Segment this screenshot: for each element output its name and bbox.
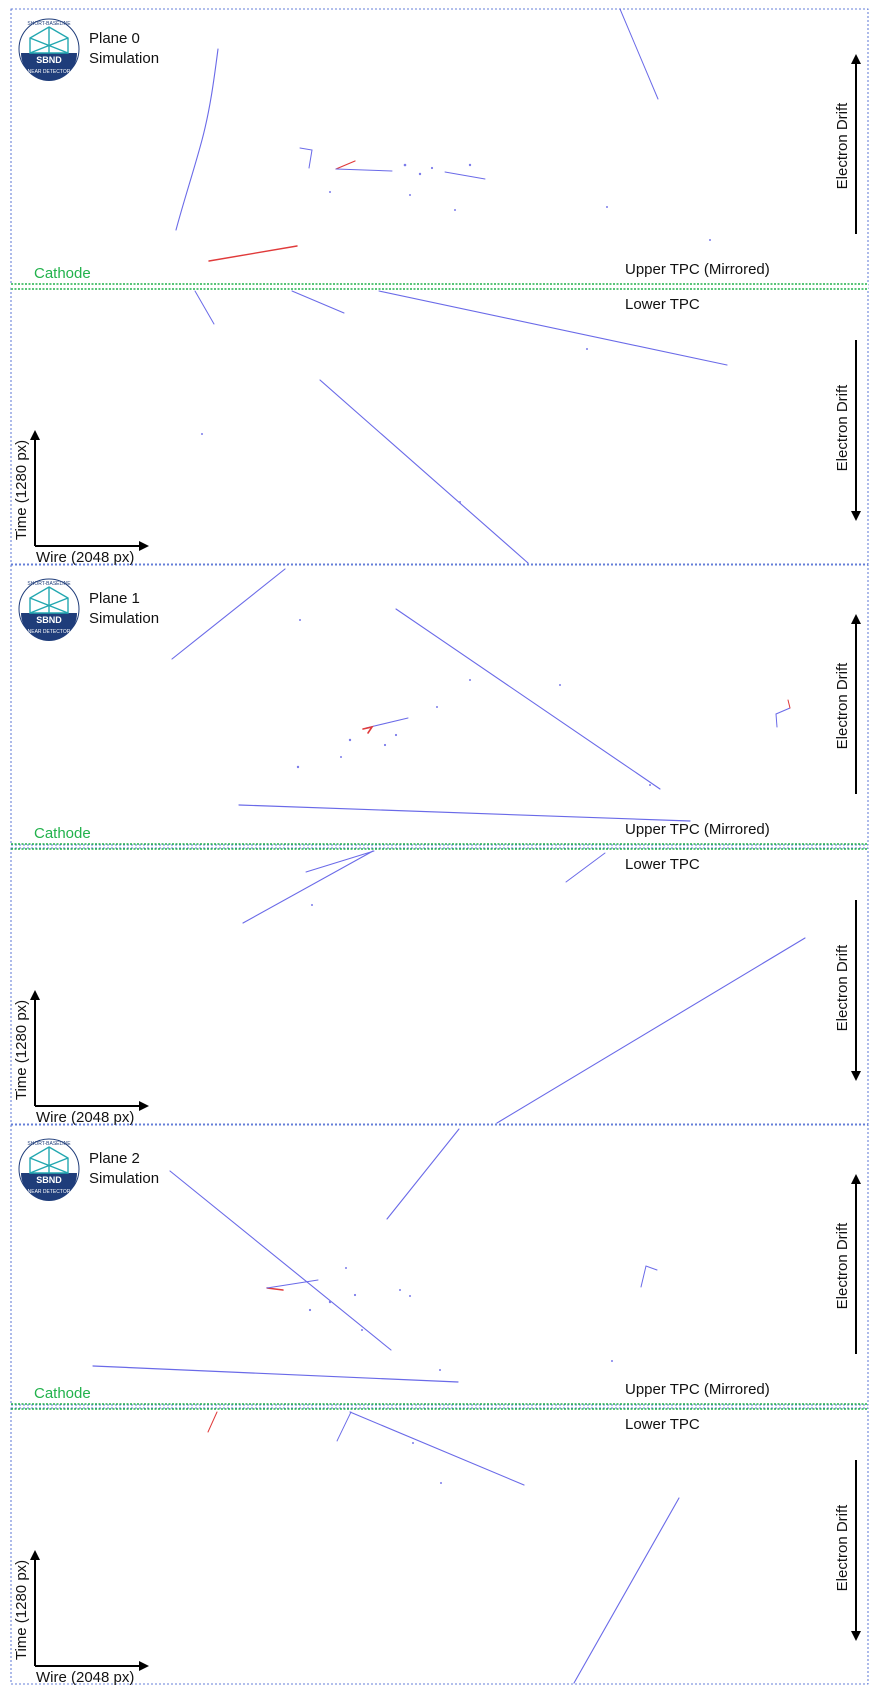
drift-arrow-down xyxy=(851,900,861,1081)
axes-indicator xyxy=(30,1550,149,1671)
upper-tpc-frame xyxy=(10,1124,869,1406)
axes-indicator xyxy=(30,430,149,551)
plane-2-tracks xyxy=(92,1128,680,1684)
electron-drift-label-lower: Electron Drift xyxy=(834,944,851,1032)
logo-center-text: SBND xyxy=(36,615,62,625)
drift-arrow-up xyxy=(851,1174,861,1354)
simulation-label: Simulation xyxy=(89,50,159,67)
upper-tpc-label: Upper TPC (Mirrored) xyxy=(625,261,770,278)
time-axis-label: Time (1280 px) xyxy=(13,1560,30,1660)
logo-bottom-text: NEAR DETECTOR xyxy=(28,69,71,75)
drift-arrow-up xyxy=(851,54,861,234)
logo-top-text: SHORT-BASELINE xyxy=(27,581,71,587)
electron-drift-label-lower: Electron Drift xyxy=(834,384,851,472)
plane-0-panel: SBND SHORT-BASELINE NEAR DETECTOR Plane … xyxy=(10,8,869,566)
plane-1-tracks xyxy=(171,568,806,1124)
sbnd-logo: SBND SHORT-BASELINE NEAR DETECTOR xyxy=(18,578,80,641)
cathode-band xyxy=(11,283,868,290)
logo-bottom-text: NEAR DETECTOR xyxy=(28,1189,71,1195)
electron-drift-label-lower: Electron Drift xyxy=(834,1504,851,1592)
drift-arrow-down xyxy=(851,1460,861,1641)
lower-tpc-label: Lower TPC xyxy=(625,1416,700,1433)
wire-axis-label: Wire (2048 px) xyxy=(36,1669,134,1685)
logo-bottom-text: NEAR DETECTOR xyxy=(28,629,71,635)
cathode-label: Cathode xyxy=(34,1385,91,1402)
lower-tpc-frame xyxy=(10,287,869,565)
electron-drift-label-upper: Electron Drift xyxy=(834,102,851,190)
logo-center-text: SBND xyxy=(36,1175,62,1185)
lower-tpc-label: Lower TPC xyxy=(625,296,700,313)
sbnd-logo: SBND SHORT-BASELINE NEAR DETECTOR xyxy=(18,18,80,81)
electron-drift-label-upper: Electron Drift xyxy=(834,662,851,750)
sbnd-logo: SBND SHORT-BASELINE NEAR DETECTOR xyxy=(18,1138,80,1201)
logo-top-text: SHORT-BASELINE xyxy=(27,21,71,27)
upper-tpc-frame xyxy=(10,564,869,846)
simulation-label: Simulation xyxy=(89,1170,159,1187)
cathode-label: Cathode xyxy=(34,825,91,842)
time-axis-label: Time (1280 px) xyxy=(13,1000,30,1100)
wire-axis-label: Wire (2048 px) xyxy=(36,1109,134,1126)
plane-0-tracks xyxy=(175,8,728,564)
plane-label: Plane 2 xyxy=(89,1150,140,1167)
logo-center-text: SBND xyxy=(36,55,62,65)
lower-tpc-frame xyxy=(10,1407,869,1685)
upper-tpc-label: Upper TPC (Mirrored) xyxy=(625,1381,770,1398)
wire-axis-label: Wire (2048 px) xyxy=(36,549,134,566)
plane-2-panel: SBND SHORT-BASELINE NEAR DETECTOR Plane … xyxy=(10,1124,869,1685)
logo-top-text: SHORT-BASELINE xyxy=(27,1141,71,1147)
time-axis-label: Time (1280 px) xyxy=(13,440,30,540)
drift-arrow-down xyxy=(851,340,861,521)
lower-tpc-frame xyxy=(10,847,869,1125)
plane-label: Plane 1 xyxy=(89,590,140,607)
cathode-label: Cathode xyxy=(34,265,91,282)
drift-arrow-up xyxy=(851,614,861,794)
upper-tpc-label: Upper TPC (Mirrored) xyxy=(625,821,770,838)
electron-drift-label-upper: Electron Drift xyxy=(834,1222,851,1310)
axes-indicator xyxy=(30,990,149,1111)
lower-tpc-label: Lower TPC xyxy=(625,856,700,873)
simulation-label: Simulation xyxy=(89,610,159,627)
plane-label: Plane 0 xyxy=(89,30,140,47)
plane-1-panel: SBND SHORT-BASELINE NEAR DETECTOR Plane … xyxy=(10,564,869,1126)
